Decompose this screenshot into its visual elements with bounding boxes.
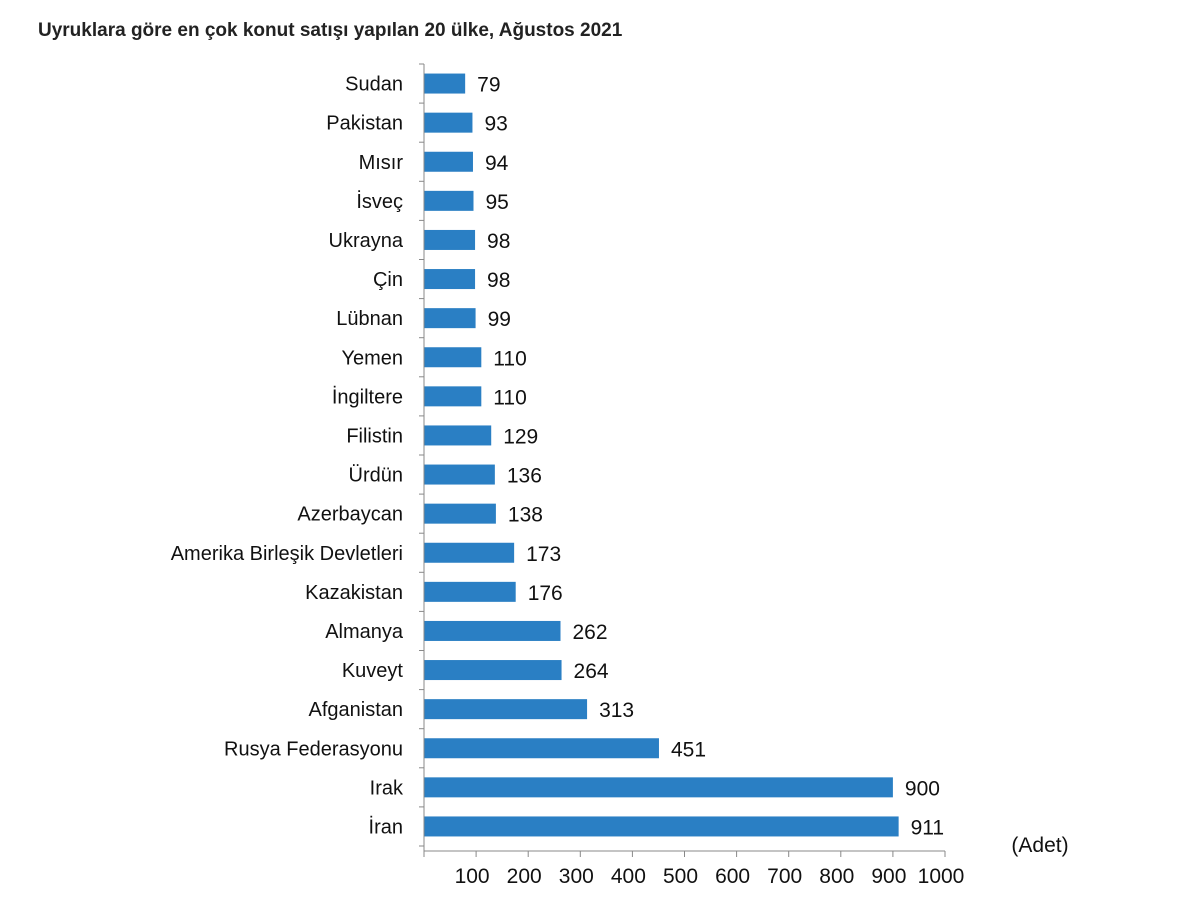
bar: [424, 151, 473, 172]
category-label: Filistin: [346, 425, 403, 447]
bar: [424, 112, 473, 133]
category-label: Pakistan: [326, 113, 403, 135]
bar: [424, 777, 893, 798]
category-label: Ukrayna: [329, 230, 404, 252]
x-tick-label: 800: [819, 865, 854, 888]
bar: [424, 503, 496, 524]
category-label: Yemen: [341, 347, 403, 369]
x-tick-label: 400: [611, 865, 646, 888]
bar: [424, 73, 466, 94]
bar: [424, 464, 495, 485]
data-label: 264: [574, 660, 609, 683]
data-label: 900: [905, 777, 940, 800]
data-label: 262: [573, 621, 608, 644]
category-label: Lübnan: [336, 308, 403, 330]
category-label: İran: [369, 815, 403, 838]
category-label: Ürdün: [349, 465, 403, 487]
category-label: Amerika Birleşik Devletleri: [171, 543, 403, 565]
x-tick-label: 300: [559, 865, 594, 888]
data-label: 110: [493, 347, 526, 370]
data-label: 451: [671, 738, 706, 761]
data-label: 173: [526, 543, 561, 566]
data-label: 99: [488, 308, 511, 331]
bar: [424, 347, 482, 368]
bar: [424, 308, 476, 329]
bar: [424, 581, 516, 602]
data-label: 98: [487, 230, 510, 253]
data-label: 95: [485, 191, 508, 214]
category-label: Rusya Federasyonu: [224, 738, 403, 760]
category-label: Almanya: [325, 621, 404, 643]
category-label: Kuveyt: [342, 660, 404, 682]
category-label: Çin: [373, 269, 403, 291]
data-label: 129: [503, 425, 538, 448]
bar: [424, 660, 562, 681]
bar: [424, 425, 492, 446]
unit-label: (Adet): [1011, 834, 1068, 857]
data-label: 313: [599, 699, 634, 722]
bar: [424, 190, 474, 211]
bar: [424, 269, 476, 290]
data-label: 911: [911, 816, 944, 839]
x-tick-label: 200: [507, 865, 542, 888]
x-tick-label: 500: [663, 865, 698, 888]
bar: [424, 542, 515, 563]
category-label: İngiltere: [332, 385, 403, 408]
category-label: Sudan: [345, 74, 403, 96]
x-tick-label: 600: [715, 865, 750, 888]
category-label: Mısır: [359, 152, 404, 174]
bar: [424, 229, 476, 250]
bar: [424, 620, 561, 641]
data-label: 176: [528, 582, 563, 605]
data-label: 138: [508, 504, 543, 527]
data-label: 79: [477, 74, 500, 97]
category-label: Kazakistan: [305, 582, 403, 604]
category-label: Afganistan: [308, 699, 403, 721]
chart-title: Uyruklara göre en çok konut satışı yapıl…: [38, 20, 623, 41]
x-tick-label: 100: [455, 865, 490, 888]
bar: [424, 699, 588, 720]
bar: [424, 386, 482, 407]
data-label: 93: [484, 113, 507, 136]
category-label: Azerbaycan: [297, 504, 403, 526]
x-tick-label: 900: [871, 865, 906, 888]
data-label: 98: [487, 269, 510, 292]
category-label: Irak: [370, 777, 404, 799]
category-label: İsveç: [356, 190, 403, 213]
data-label: 136: [507, 465, 542, 488]
data-label: 110: [493, 386, 526, 409]
data-label: 94: [485, 152, 509, 175]
bar: [424, 738, 659, 759]
x-tick-label: 1000: [918, 865, 965, 888]
x-tick-label: 700: [767, 865, 802, 888]
bar: [424, 816, 899, 837]
